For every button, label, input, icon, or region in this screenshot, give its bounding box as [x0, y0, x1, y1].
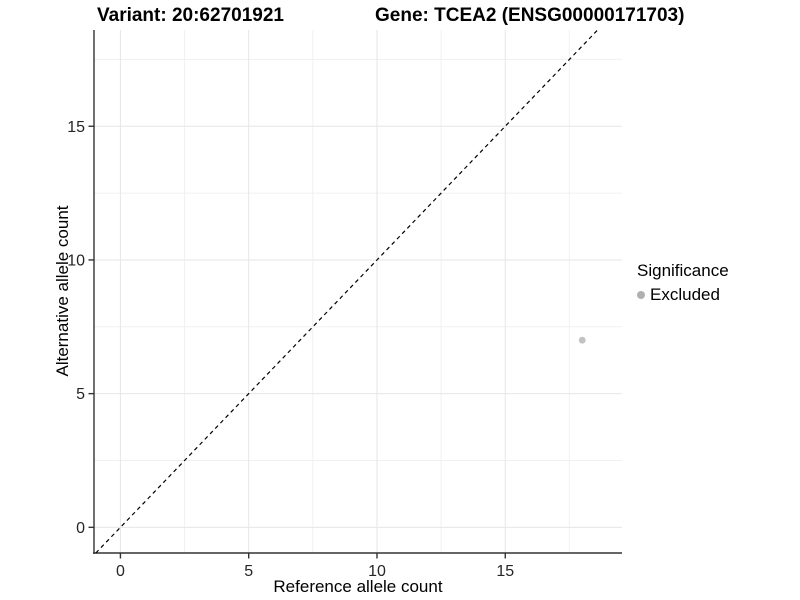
identity-line — [95, 29, 599, 554]
legend: Significance Excluded — [637, 261, 729, 305]
variant-title: Variant: 20:62701921 — [97, 5, 284, 26]
x-tick-label: 0 — [116, 563, 125, 580]
excluded-point-icon — [637, 291, 645, 299]
y-tick-label: 5 — [76, 386, 85, 403]
x-tick-label: 5 — [244, 563, 253, 580]
legend-title: Significance — [637, 261, 729, 280]
data-point — [578, 336, 586, 344]
x-axis-title: Reference allele count — [273, 577, 443, 596]
y-axis-title: Alternative allele count — [53, 205, 72, 377]
legend-entry-label: Excluded — [650, 285, 720, 304]
y-tick-label: 0 — [76, 520, 85, 537]
legend-entry-excluded: Excluded — [637, 285, 729, 305]
y-tick-label: 10 — [67, 252, 85, 269]
x-tick-label: 10 — [368, 563, 386, 580]
y-tick-label: 15 — [67, 119, 85, 136]
gene-title: Gene: TCEA2 (ENSG00000171703) — [375, 5, 685, 26]
x-tick-label: 15 — [496, 563, 514, 580]
